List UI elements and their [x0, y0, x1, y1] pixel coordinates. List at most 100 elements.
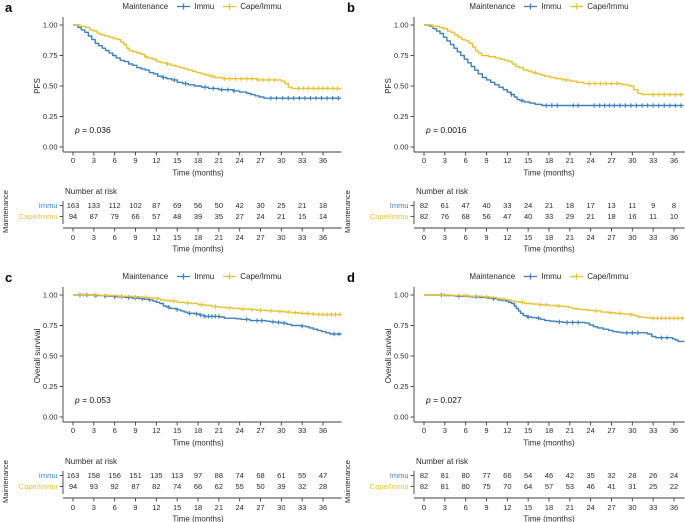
x-tick-label: 15 [524, 156, 532, 165]
risk-x-tick-label: 21 [566, 503, 574, 512]
risk-x-tick-label: 18 [194, 233, 202, 242]
legend: Maintenance Immu Cape/Immu [63, 2, 341, 11]
y-tick-label: 0.00 [43, 143, 58, 152]
risk-value: 21 [545, 201, 553, 210]
risk-x-tick-label: 0 [71, 233, 75, 242]
number-at-risk-header: Number at risk [65, 457, 118, 466]
risk-x-tick-label: 36 [319, 503, 327, 512]
risk-value: 9 [651, 201, 655, 210]
y-tick-label: 1.00 [43, 21, 58, 30]
risk-value: 54 [524, 471, 532, 480]
survival-curve-cape-immu [73, 24, 342, 90]
risk-value: 35 [215, 212, 223, 221]
survival-curve-cape-immu [73, 294, 342, 316]
cape-immu-censor-marker-icon [223, 3, 237, 10]
risk-value: 47 [461, 201, 469, 210]
risk-value: 29 [566, 212, 574, 221]
x-tick-label: 18 [545, 426, 553, 435]
risk-value: 82 [152, 482, 160, 491]
y-tick-label: 0.75 [394, 51, 409, 60]
panel-c: c Maintenance Immu Cape/Immu 1.00 0.75 0.5… [0, 261, 342, 522]
risk-value: 82 [420, 201, 428, 210]
risk-x-tick-label: 3 [92, 503, 96, 512]
risk-value: 112 [109, 201, 121, 210]
number-at-risk-header: Number at risk [416, 457, 469, 466]
y-tick-label: 1.00 [394, 21, 409, 30]
legend-item-immu: Immu [523, 272, 561, 281]
x-tick-label: 0 [422, 156, 426, 165]
risk-value: 163 [67, 201, 80, 210]
y-axis-title: Overall survival [384, 328, 393, 383]
x-tick-label: 3 [92, 426, 96, 435]
risk-value: 8 [672, 201, 676, 210]
risk-x-tick-label: 27 [256, 233, 264, 242]
legend-title: Maintenance [469, 2, 516, 11]
risk-value: 81 [441, 482, 449, 491]
risk-value: 57 [152, 212, 160, 221]
panel-letter-c: c [5, 270, 13, 285]
risk-value: 82 [420, 482, 428, 491]
risk-value: 92 [110, 482, 118, 491]
survival-curve-immu [424, 294, 685, 343]
risk-value: 48 [173, 212, 181, 221]
x-tick-label: 24 [235, 156, 243, 165]
risk-x-tick-label: 21 [215, 503, 223, 512]
risk-x-tick-label: 3 [443, 503, 447, 512]
risk-value: 31 [628, 482, 636, 491]
y-tick-label: 0.00 [394, 413, 409, 422]
survival-curve-cape-immu [424, 294, 685, 319]
risk-x-tick-label: 24 [235, 503, 243, 512]
x-tick-label: 9 [484, 426, 488, 435]
x-tick-label: 30 [628, 426, 636, 435]
risk-x-tick-label: 15 [173, 503, 181, 512]
x-tick-label: 6 [464, 156, 468, 165]
cape-immu-censor-marker-icon [570, 273, 584, 280]
x-tick-label: 27 [256, 156, 264, 165]
risk-x-tick-label: 24 [235, 233, 243, 242]
risk-row-label: Cape/Immu [370, 482, 409, 491]
x-axis-title: Time (months) [523, 439, 575, 448]
risk-value: 156 [108, 471, 121, 480]
risk-x-tick-label: 24 [586, 233, 594, 242]
risk-value: 82 [420, 212, 428, 221]
legend-label-immu: Immu [541, 2, 562, 11]
risk-value: 21 [298, 201, 306, 210]
y-axis-title: Overall survival [33, 328, 42, 383]
risk-value: 27 [235, 212, 243, 221]
risk-x-tick-label: 36 [670, 503, 678, 512]
risk-x-tick-label: 27 [607, 503, 615, 512]
risk-value: 32 [298, 482, 306, 491]
y-axis-title: PFS [33, 78, 42, 94]
risk-row-label: Cape/Immu [370, 212, 409, 221]
x-tick-label: 15 [173, 426, 181, 435]
risk-x-tick-label: 21 [215, 233, 223, 242]
risk-x-tick-label: 6 [113, 503, 117, 512]
risk-value: 133 [88, 201, 101, 210]
risk-value: 87 [152, 201, 160, 210]
risk-value: 17 [586, 201, 594, 210]
x-tick-label: 24 [235, 426, 243, 435]
y-tick-label: 0.00 [43, 413, 58, 422]
risk-value: 26 [649, 471, 657, 480]
risk-x-tick-label: 18 [194, 503, 202, 512]
risk-value: 151 [129, 471, 142, 480]
risk-x-tick-label: 12 [152, 233, 160, 242]
risk-x-tick-label: 9 [484, 233, 488, 242]
risk-value: 28 [628, 471, 636, 480]
risk-x-tick-label: 24 [586, 503, 594, 512]
survival-curve-immu [73, 294, 342, 335]
x-tick-label: 0 [71, 156, 75, 165]
y-tick-label: 0.75 [394, 321, 409, 330]
risk-value: 18 [319, 201, 327, 210]
risk-value: 69 [173, 201, 181, 210]
y-tick-label: 0.25 [394, 382, 409, 391]
x-axis-title: Time (months) [172, 439, 224, 448]
risk-x-tick-label: 0 [71, 503, 75, 512]
legend-title: Maintenance [122, 272, 169, 281]
risk-value: 76 [441, 212, 449, 221]
x-tick-label: 6 [113, 426, 117, 435]
legend-item-immu: Immu [523, 2, 561, 11]
risk-x-tick-label: 33 [649, 233, 657, 242]
legend-label-immu: Immu [541, 272, 562, 281]
